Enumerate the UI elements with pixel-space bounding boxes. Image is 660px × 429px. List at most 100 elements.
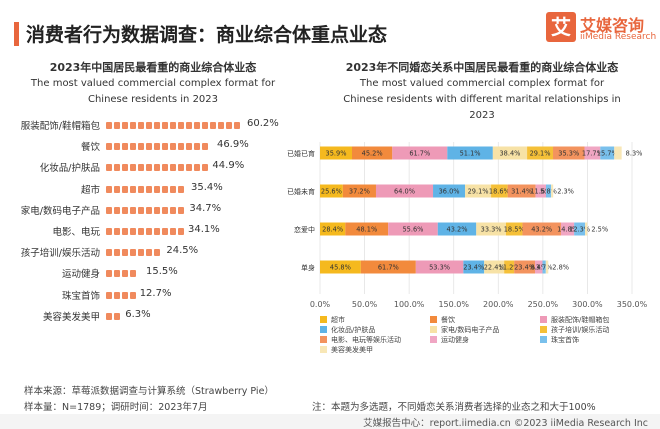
left-bar-segment	[202, 143, 208, 151]
left-value-label: 35.4%	[190, 181, 223, 193]
right-data-label: 28.4%	[322, 226, 343, 234]
left-category-label: 孩子培训/娱乐活动	[20, 248, 100, 260]
left-bar-segment	[106, 228, 112, 235]
right-legend-label: 珠宝首饰	[551, 335, 579, 344]
left-bar-segment	[130, 143, 136, 151]
left-bar	[106, 206, 184, 214]
left-bar-segment	[122, 122, 128, 129]
left-value-label: 12.7%	[139, 287, 172, 299]
right-bar-segment	[320, 222, 346, 236]
left-bar-segment	[146, 206, 152, 214]
right-legend-swatch	[540, 326, 547, 333]
left-bar	[106, 228, 184, 235]
left-bar-segment	[106, 122, 112, 129]
left-bar-segment	[138, 206, 144, 214]
right-bar-segment	[522, 222, 561, 236]
right-legend-label: 孩子培训/娱乐活动	[551, 325, 609, 334]
right-data-label: 29.1%	[530, 150, 551, 158]
right-legend-swatch	[320, 316, 327, 323]
left-bar-segment	[130, 249, 136, 257]
left-bar-segment	[130, 185, 136, 193]
left-bar-segment	[162, 122, 168, 129]
left-bar-segment	[170, 206, 176, 214]
left-bar-segment	[106, 206, 112, 214]
left-value-label: 6.3%	[125, 308, 151, 320]
left-bar-segment	[202, 122, 208, 129]
left-bar-segment	[138, 249, 144, 257]
right-data-label: 61.7%	[409, 150, 430, 158]
left-bar	[106, 291, 136, 299]
left-category-label: 珠宝首饰	[61, 290, 100, 302]
right-bar-segment	[463, 260, 485, 274]
right-bar-segment	[437, 222, 477, 236]
right-data-label: 45.2%	[362, 150, 383, 158]
right-data-label: 2.8%	[552, 264, 569, 272]
left-bar-segment	[154, 206, 160, 214]
left-bar-segment	[122, 164, 128, 172]
left-value-label: 24.5%	[166, 245, 199, 257]
left-bar-segment	[194, 122, 200, 129]
left-bar-segment	[130, 164, 136, 172]
right-data-label: 15.7%	[597, 150, 618, 158]
left-bar-segment	[114, 228, 120, 235]
left-bar-segment	[202, 164, 208, 172]
right-bar-segment	[375, 184, 434, 198]
left-bar-segment	[114, 291, 120, 299]
right-bar-segment	[491, 184, 508, 198]
left-bar-segment	[162, 143, 168, 151]
left-bar-segment	[170, 164, 176, 172]
left-bar	[106, 164, 208, 172]
left-category-label: 电影、电玩	[52, 227, 100, 238]
left-bar-segment	[162, 206, 168, 214]
left-bar-segment	[170, 143, 176, 151]
right-category-label: 单身	[301, 263, 315, 272]
left-bar-segment	[114, 185, 120, 193]
footer-sample: 样本量：N=1789；调研时间：2023年7月	[24, 402, 208, 413]
right-bar-segment	[584, 146, 601, 160]
right-bar-segment	[614, 146, 622, 160]
right-data-label: 31.4%	[511, 188, 532, 196]
left-bar-segment	[154, 143, 160, 151]
right-data-label: 3.7%	[536, 264, 553, 272]
left-bar-segment	[130, 270, 136, 278]
right-data-label: 29.1%	[468, 188, 489, 196]
left-value-label: 34.7%	[189, 202, 222, 214]
right-data-label: 36.0%	[439, 188, 460, 196]
left-bar-segment	[106, 143, 112, 151]
right-data-label: 23.4%	[463, 264, 484, 272]
left-bar-segment	[106, 164, 112, 172]
right-data-label: 61.7%	[378, 264, 399, 272]
right-bar-segment	[507, 184, 536, 198]
right-bar-segment	[514, 260, 536, 274]
right-category-label: 已婚已育	[287, 149, 315, 158]
right-bar-segment	[465, 184, 492, 198]
left-bar-segment	[122, 206, 128, 214]
left-bar-segment	[122, 228, 128, 235]
right-data-label: 53.3%	[429, 264, 450, 272]
left-bar-segment	[186, 143, 192, 151]
right-data-label: 18.6%	[489, 188, 510, 196]
right-bar-segment	[535, 184, 546, 198]
left-bar-segment	[130, 228, 136, 235]
brand-subtitle: iiMedia Research	[580, 32, 657, 42]
left-bar-segment	[122, 185, 128, 193]
left-bar-segment	[106, 185, 112, 193]
left-bar-segment	[194, 164, 200, 172]
left-bar	[106, 143, 212, 151]
left-category-label: 餐饮	[80, 142, 100, 154]
right-legend-label: 服装配饰/鞋帽箱包	[551, 315, 609, 324]
right-bar-segment	[447, 146, 493, 160]
right-legend-label: 化妆品/护肤品	[331, 325, 375, 334]
left-bar-segment	[106, 249, 112, 257]
right-data-label: 64.0%	[394, 188, 415, 196]
right-bar-segment	[527, 146, 554, 160]
page-title: 消费者行为数据调查：商业综合体重点业态	[26, 24, 388, 46]
left-chart-subtitle: The most valued commercial complex forma…	[30, 78, 276, 105]
left-bar-segment	[114, 312, 120, 320]
left-bar-segment	[122, 270, 128, 278]
right-bar-segment	[352, 146, 393, 160]
left-bar-segment	[114, 164, 120, 172]
left-bar-segment	[154, 228, 160, 235]
right-data-label: 12.3%	[569, 226, 590, 234]
right-data-label: 43.2%	[531, 226, 552, 234]
